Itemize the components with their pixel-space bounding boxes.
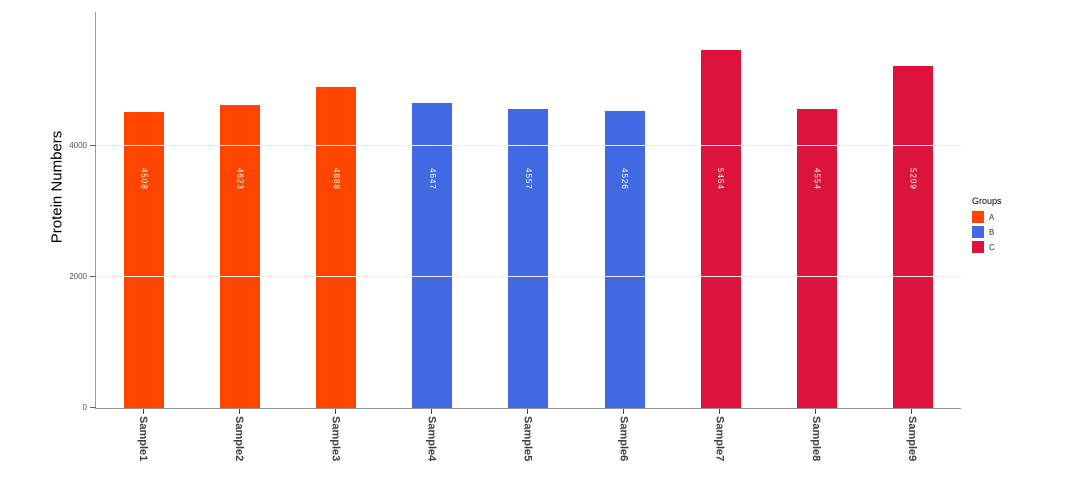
bar-slot: 4647	[412, 12, 453, 408]
x-axis-label: Sample3	[329, 416, 342, 462]
x-axis-label: Sample6	[617, 416, 630, 462]
x-tick-mark	[526, 409, 528, 414]
bar-sample6	[604, 111, 645, 408]
bar-slot: 4888	[316, 12, 357, 408]
bar-sample8	[796, 109, 837, 408]
legend-swatch	[972, 241, 984, 253]
bar-value-label: 4647	[427, 168, 437, 190]
x-axis-cell: Sample8	[796, 409, 836, 461]
x-tick-mark	[334, 409, 336, 414]
x-axis-cell: Sample6	[604, 409, 644, 461]
y-tick-label: 2000	[69, 271, 87, 281]
x-axis-cell: Sample1	[123, 409, 163, 461]
bar-sample3	[316, 87, 357, 408]
gridline	[96, 275, 961, 277]
y-tick-label: 0	[82, 403, 87, 412]
y-tick-mark	[90, 144, 96, 146]
bar-slot: 4526	[604, 12, 645, 408]
x-axis-label: Sample4	[425, 416, 438, 462]
legend-entry: A	[972, 211, 1002, 223]
y-tick-label: 4000	[69, 140, 87, 150]
bar-sample5	[508, 109, 549, 408]
bar-value-label: 5454	[716, 168, 726, 190]
bar-sample2	[220, 104, 261, 408]
x-tick-mark	[238, 409, 240, 414]
bars: 4508 4623 4888 4647 4557 4526 5454 4554 5209	[96, 12, 961, 408]
plot-area: 4508 4623 4888 4647 4557 4526 5454 4554 5209 0 20…	[69, 12, 961, 412]
legend-label: A	[989, 212, 995, 222]
legend-entry: C	[972, 241, 1002, 253]
legend-label: C	[989, 242, 995, 252]
x-axis-cell: Sample9	[892, 409, 932, 461]
bar-value-label: 4888	[331, 168, 341, 190]
y-axis-title: Protein Numbers	[48, 130, 66, 244]
x-axis-label: Sample7	[713, 416, 726, 462]
bar-sample4	[412, 103, 453, 408]
bar-value-label: 5209	[908, 168, 918, 190]
bar-value-label: 4526	[620, 168, 630, 190]
legend-entry: B	[972, 226, 1002, 238]
gridline	[96, 144, 961, 146]
bar-sample7	[700, 50, 741, 408]
x-axis-label: Sample5	[521, 416, 534, 462]
x-axis-cell: Sample5	[507, 409, 547, 461]
bar-value-label: 4508	[139, 168, 149, 190]
y-tick-mark	[90, 275, 96, 277]
legend-title: Groups	[972, 196, 1002, 206]
x-axis-label: Sample8	[809, 416, 822, 462]
y-tick-mark	[90, 407, 96, 408]
x-axis-labels: Sample1 Sample2 Sample3 Sample4 Sample5 Sampl…	[95, 409, 960, 461]
bar-value-label: 4623	[235, 168, 245, 190]
x-axis-cell: Sample2	[219, 409, 259, 461]
bar-slot: 4554	[796, 12, 837, 408]
legend-swatch	[972, 211, 984, 223]
x-axis-label: Sample2	[233, 416, 246, 462]
x-tick-mark	[719, 409, 721, 414]
bar-slot: 5454	[700, 12, 741, 408]
x-tick-mark	[815, 409, 817, 414]
bar-slot: 5209	[892, 12, 933, 408]
x-tick-mark	[430, 409, 432, 414]
x-tick-mark	[142, 409, 144, 414]
x-tick-mark	[623, 409, 625, 414]
bar-slot: 4557	[508, 12, 549, 408]
x-axis-cell: Sample3	[315, 409, 355, 461]
bar-sample9	[892, 66, 933, 408]
x-axis-label: Sample9	[905, 416, 918, 462]
x-axis-cell: Sample7	[700, 409, 740, 461]
x-tick-mark	[911, 409, 913, 414]
bar-value-label: 4557	[523, 168, 533, 190]
bar-slot: 4623	[220, 12, 261, 408]
bar-slot: 4508	[124, 12, 165, 408]
x-axis-cell: Sample4	[411, 409, 451, 461]
bar-sample1	[124, 112, 165, 408]
bar-value-label: 4554	[812, 168, 822, 190]
legend-swatch	[972, 226, 984, 238]
legend-label: B	[989, 227, 995, 237]
x-axis-label: Sample1	[137, 416, 150, 462]
